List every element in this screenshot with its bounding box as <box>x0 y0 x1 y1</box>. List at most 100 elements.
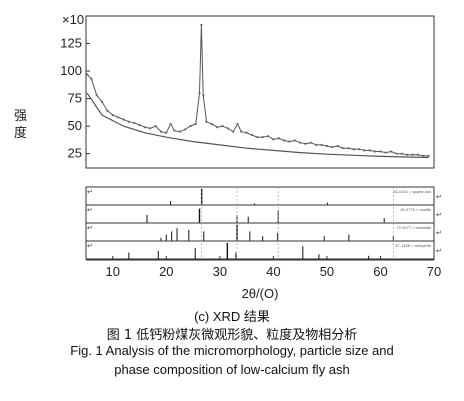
data-point <box>347 147 350 150</box>
data-point <box>138 123 141 127</box>
data-point <box>122 118 125 121</box>
data-point <box>205 120 208 123</box>
data-point <box>341 147 345 150</box>
data-point <box>198 92 201 95</box>
figure-caption-english-line-1: Fig. 1 Analysis of the micromorphology, … <box>70 343 394 358</box>
series-background-curve <box>86 92 429 159</box>
data-point <box>216 126 219 129</box>
data-point <box>379 150 382 153</box>
data-point <box>357 148 361 151</box>
data-point <box>277 137 280 140</box>
data-point <box>95 94 98 97</box>
data-point <box>169 122 172 126</box>
data-point <box>390 150 393 153</box>
y-tick-label: 50 <box>68 118 82 133</box>
data-point <box>282 139 286 142</box>
data-point <box>236 122 239 126</box>
paragraph-mark: ↵ <box>436 229 442 237</box>
data-point <box>210 122 213 126</box>
data-point <box>250 133 254 137</box>
data-point <box>143 126 146 129</box>
data-point <box>272 138 275 141</box>
data-point <box>406 153 409 156</box>
data-point <box>411 153 414 156</box>
data-point <box>363 149 366 152</box>
data-point <box>400 152 403 155</box>
data-point <box>299 141 302 144</box>
y-axis-ticks: 25 50 75 100 125 <box>60 36 90 161</box>
data-point <box>261 136 264 139</box>
data-point <box>331 145 334 149</box>
data-point <box>173 129 176 132</box>
y-tick-label: 125 <box>60 36 82 51</box>
data-point <box>288 140 291 143</box>
reference-panel-label: 72-0077 > hematite <box>396 225 431 230</box>
y-axis-label-2: 度 <box>14 125 27 141</box>
data-point <box>256 136 259 139</box>
data-point <box>133 121 136 124</box>
data-point <box>111 114 114 117</box>
reference-panel-label: 37-1496 > anhydrite <box>395 243 431 248</box>
data-point <box>368 149 371 152</box>
data-point <box>178 130 181 133</box>
data-point <box>200 23 203 26</box>
data-point <box>194 122 197 126</box>
data-point <box>422 154 425 157</box>
data-point <box>165 131 168 134</box>
subfigure-caption: (c) XRD 结果 <box>194 309 270 324</box>
x-tick-label: 60 <box>373 264 387 279</box>
data-point <box>304 142 307 145</box>
paragraph-mark: ↵ <box>436 211 442 219</box>
reference-panel-label: 33-0161 > quartz-low <box>393 189 431 194</box>
data-point <box>266 134 270 138</box>
x-tick-label: 20 <box>159 264 173 279</box>
x-tick-label: 40 <box>266 264 280 279</box>
data-point <box>90 77 93 80</box>
x-tick-label: 10 <box>106 264 120 279</box>
y-tick-label: 75 <box>68 91 82 106</box>
data-point <box>106 109 109 112</box>
xrd-pattern-plot: 25 50 75 100 125 <box>60 15 435 169</box>
y-multiplier-label: ×10 <box>62 12 84 27</box>
paragraph-mark: ↵ <box>87 224 93 232</box>
data-point <box>202 94 205 97</box>
data-point <box>325 144 329 148</box>
data-point <box>427 154 430 157</box>
data-point <box>374 150 377 153</box>
data-point <box>85 73 89 76</box>
data-point <box>183 128 187 131</box>
figure-caption-english-line-2: phase composition of low-calcium fly ash <box>114 362 350 377</box>
paragraph-mark: ↵ <box>87 188 93 196</box>
data-point <box>154 125 157 128</box>
data-point <box>320 143 323 146</box>
x-tick-label: 50 <box>320 264 334 279</box>
y-tick-label: 100 <box>60 63 82 78</box>
data-point <box>232 130 235 133</box>
data-point <box>336 144 339 148</box>
data-point <box>100 100 104 104</box>
plot-frame <box>85 15 435 169</box>
paragraph-mark: ↵ <box>436 193 442 201</box>
data-point <box>226 127 229 130</box>
reference-panels: 33-0161 > quartz-low ↵ ↵ 15-0776 > mullite ↵… <box>85 186 442 260</box>
data-point <box>352 148 355 151</box>
x-axis-ticks: 10 20 30 40 50 60 70 <box>106 256 441 279</box>
x-axis-label: 2θ/(O) <box>242 286 279 301</box>
data-point <box>159 130 163 133</box>
x-axis: 10 20 30 40 50 60 70 <box>86 256 441 279</box>
figure-caption-chinese: 图 1 低钙粉煤灰微观形貌、粒度及物相分析 <box>106 328 358 343</box>
reference-panel-label: 15-0776 > mullite <box>400 207 432 212</box>
data-point <box>309 141 312 144</box>
x-tick-label: 30 <box>213 264 227 279</box>
data-point <box>384 151 387 154</box>
paragraph-mark: ↵ <box>87 206 93 214</box>
paragraph-mark: ↵ <box>436 247 442 255</box>
data-point <box>293 139 296 142</box>
x-tick-label: 70 <box>427 264 441 279</box>
data-point <box>221 125 224 128</box>
data-point <box>127 120 130 123</box>
series-xrd-points <box>85 23 430 157</box>
data-point <box>395 152 398 155</box>
data-point <box>245 131 248 134</box>
